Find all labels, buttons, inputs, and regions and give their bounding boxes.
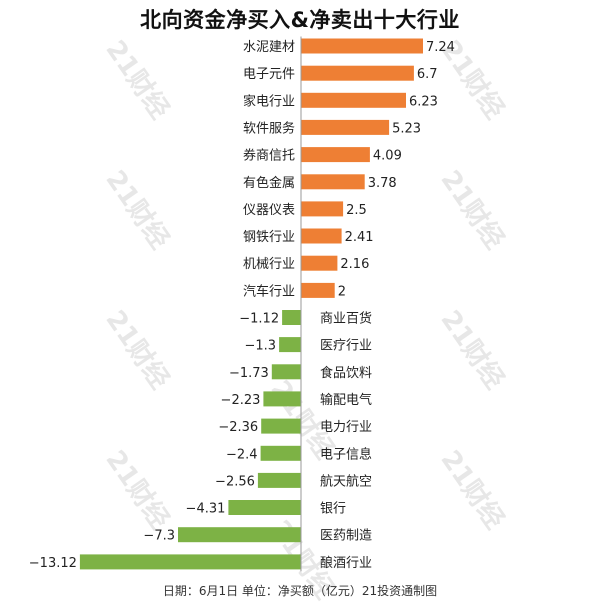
bar-1	[301, 38, 423, 54]
category-label-12: 医疗行业	[320, 339, 372, 354]
bar-10	[301, 282, 335, 298]
value-label-1: 7.24	[426, 40, 455, 55]
chart-footer: 日期：6月1日 单位：净买额（亿元）21投资通制图	[162, 584, 438, 598]
category-label-3: 家电行业	[243, 93, 295, 109]
category-label-6: 有色金属	[243, 175, 295, 191]
category-label-20: 酿酒行业	[320, 555, 372, 571]
bar-15	[261, 418, 301, 434]
value-label-8: 2.41	[345, 230, 374, 245]
bar-5	[301, 147, 370, 163]
category-label-11: 商业百货	[320, 311, 372, 327]
bar-19	[178, 527, 301, 543]
category-label-13: 食品饮料	[320, 365, 372, 381]
bar-4	[301, 119, 390, 135]
category-label-7: 仪器仪表	[243, 203, 295, 218]
bar-8	[301, 228, 342, 244]
category-label-17: 航天航空	[320, 473, 372, 489]
category-label-18: 银行	[320, 502, 346, 517]
category-label-14: 输配电气	[320, 392, 372, 408]
bar-6	[301, 174, 365, 190]
value-label-6: 3.78	[368, 176, 397, 191]
category-label-2: 电子元件	[243, 67, 295, 82]
value-label-12: −1.3	[245, 339, 277, 354]
bar-12	[279, 337, 301, 353]
category-label-19: 医药制造	[320, 529, 372, 544]
bar-20	[79, 554, 302, 570]
category-label-10: 汽车行业	[243, 283, 295, 299]
bar-7	[301, 201, 344, 217]
bar-9	[301, 255, 338, 271]
category-label-1: 水泥建材	[243, 40, 295, 55]
category-label-16: 电子信息	[320, 446, 372, 462]
bar-2	[301, 65, 414, 81]
chart-title: 北向资金净买入&净卖出十大行业	[140, 8, 460, 32]
bar-3	[301, 92, 406, 108]
bar-14	[263, 391, 301, 407]
value-label-7: 2.5	[346, 203, 367, 218]
value-label-11: −1.12	[239, 312, 279, 327]
category-label-4: 软件服务	[243, 120, 295, 136]
value-label-15: −2.36	[218, 420, 258, 435]
value-label-19: −7.3	[143, 529, 175, 544]
value-label-18: −4.31	[186, 502, 226, 517]
value-label-14: −2.23	[221, 393, 261, 408]
value-label-13: −1.73	[229, 366, 269, 381]
bar-11	[282, 310, 301, 325]
bar-18	[228, 500, 301, 515]
value-label-10: 2	[338, 284, 346, 299]
category-label-15: 电力行业	[320, 420, 372, 435]
bar-16	[260, 445, 301, 461]
value-label-20: −13.12	[29, 556, 77, 571]
category-label-5: 券商信托	[243, 148, 295, 164]
value-label-17: −2.56	[215, 474, 255, 489]
value-label-9: 2.16	[340, 257, 369, 272]
category-label-8: 钢铁行业	[243, 230, 295, 245]
value-label-2: 6.7	[417, 67, 438, 82]
value-label-5: 4.09	[373, 149, 402, 164]
bar-17	[257, 472, 301, 488]
value-label-4: 5.23	[392, 121, 421, 136]
value-label-3: 6.23	[409, 94, 438, 109]
category-label-9: 机械行业	[243, 257, 295, 272]
bar-13	[271, 364, 301, 380]
value-label-16: −2.4	[226, 447, 258, 462]
